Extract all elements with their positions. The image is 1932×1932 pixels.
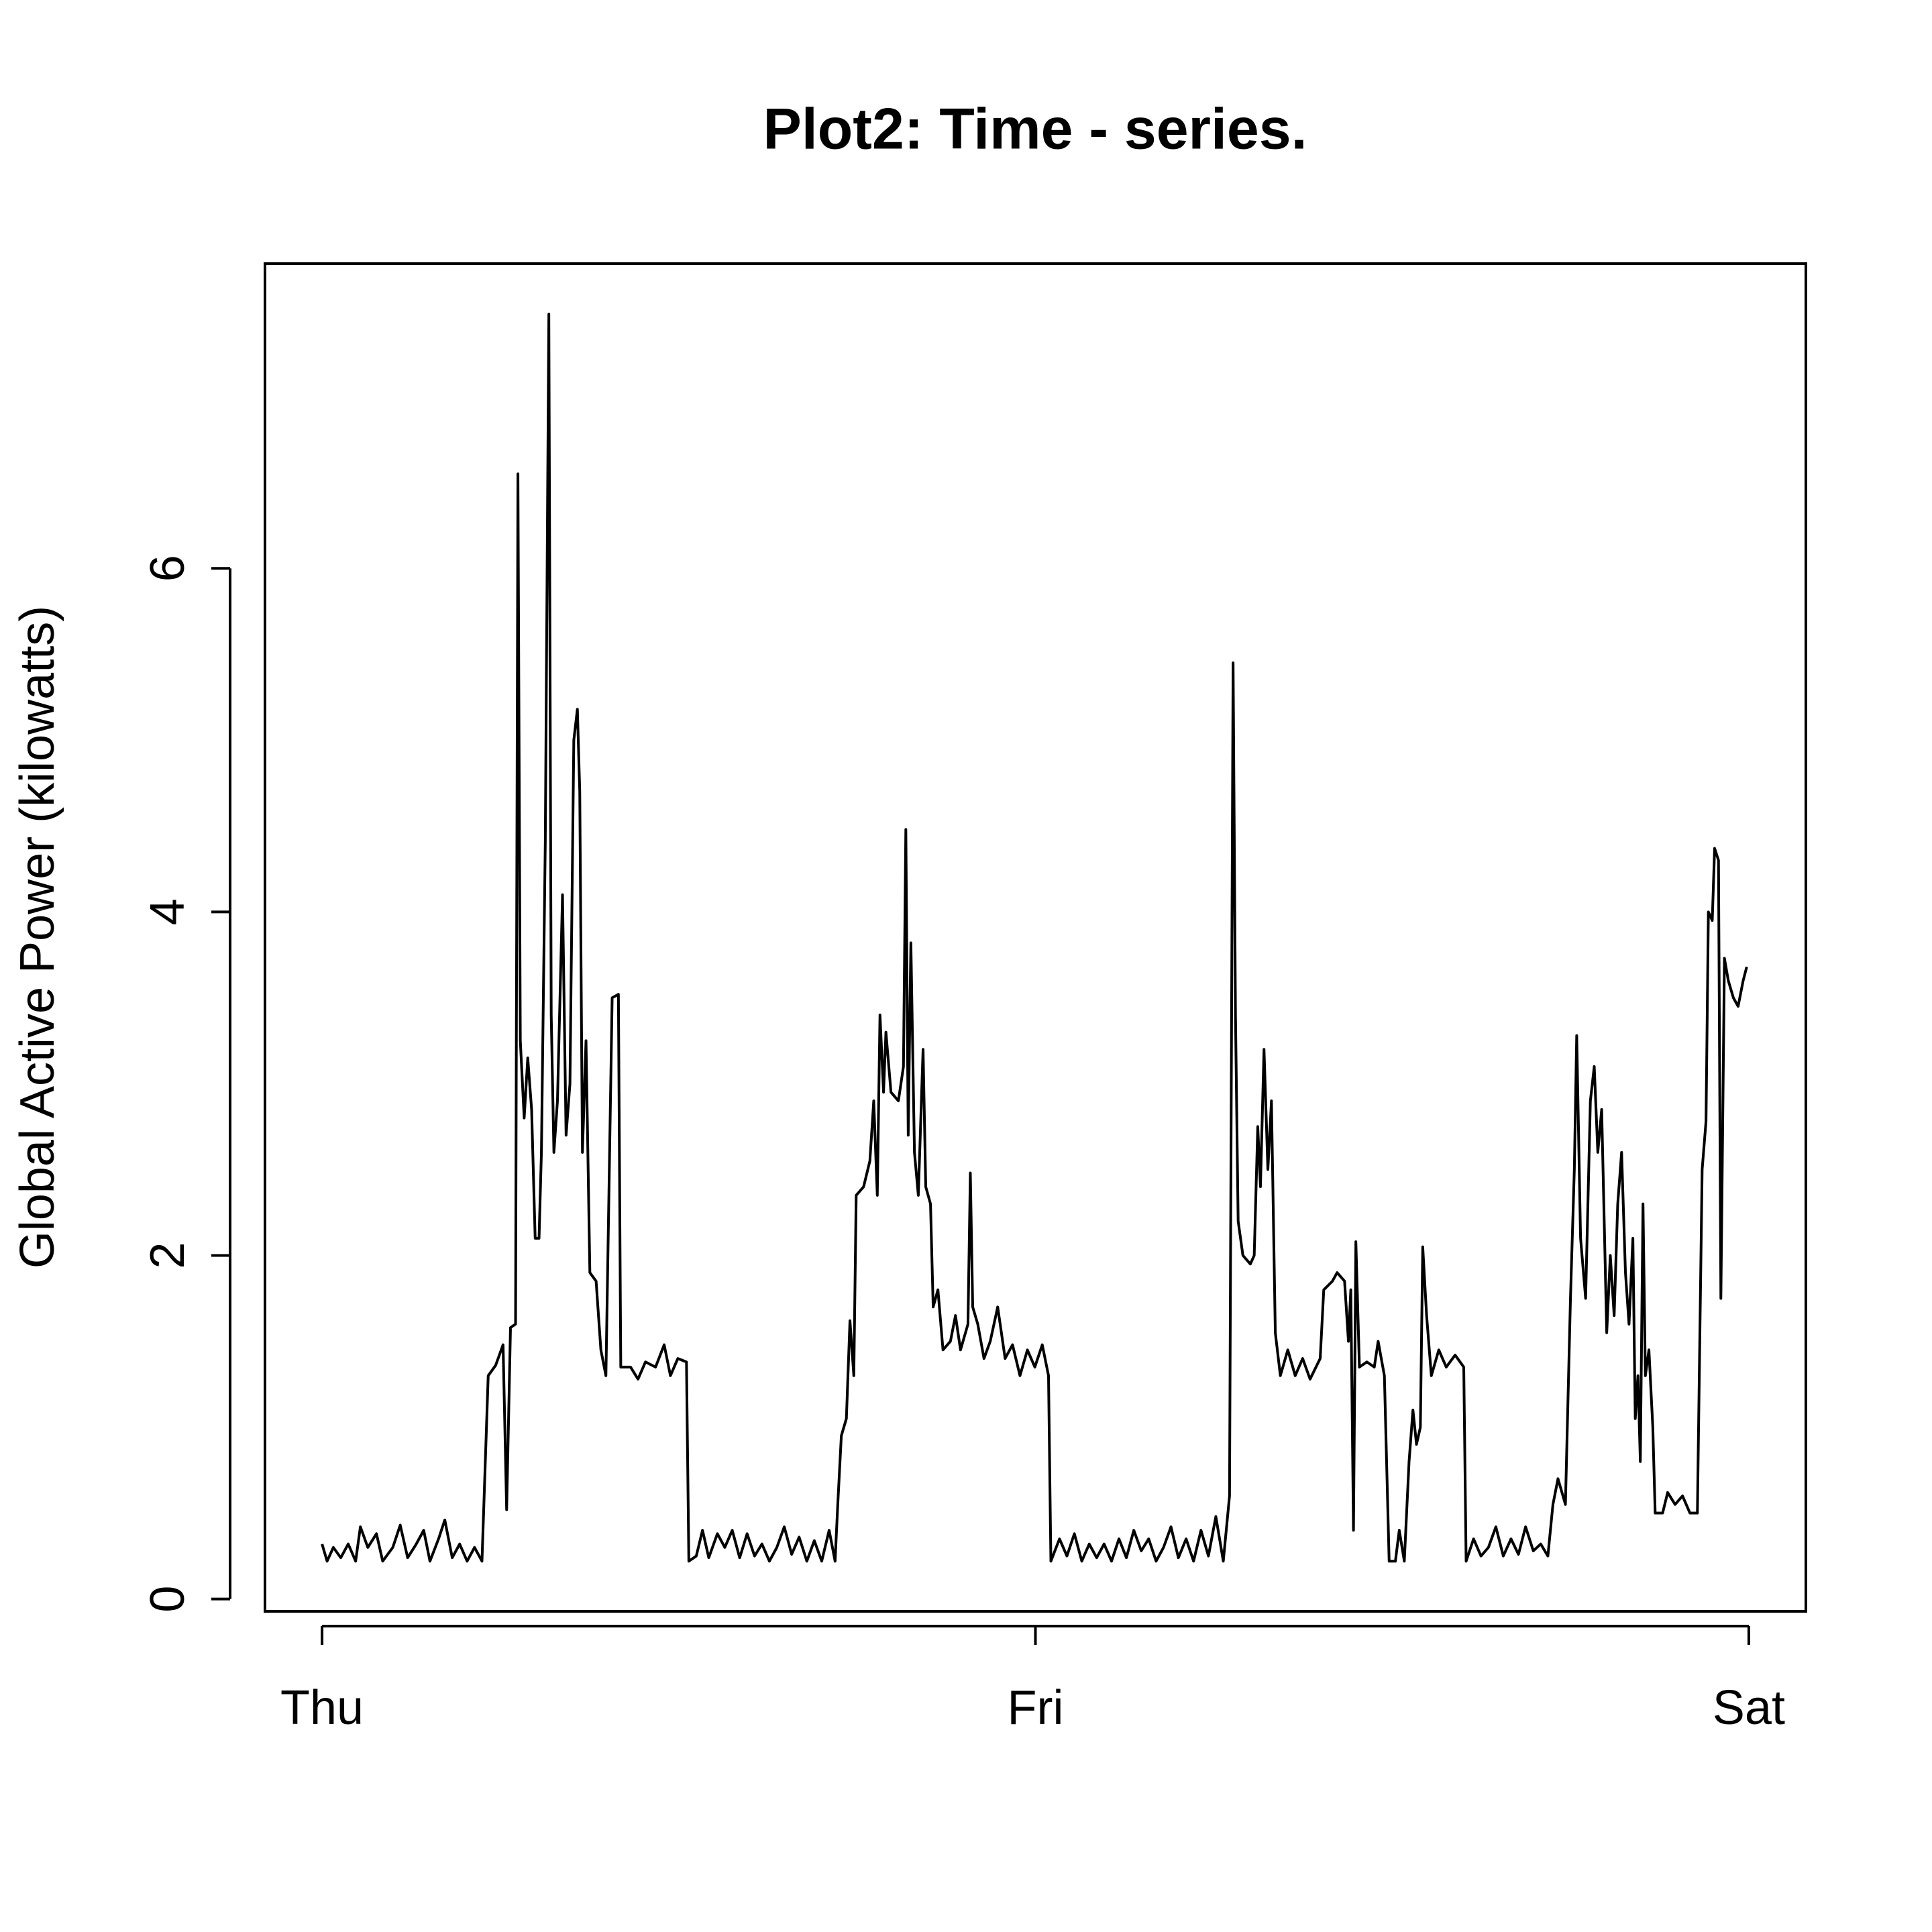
y-tick-label: 4 [141, 898, 195, 925]
plot-box [264, 262, 1807, 1613]
x-tick-label: Thu [280, 1681, 364, 1735]
y-tick-label: 0 [141, 1586, 195, 1613]
y-axis-label: Global Active Power (kilowatts) [11, 606, 64, 1269]
x-tick-label: Fri [1008, 1681, 1064, 1735]
y-tick-label: 2 [141, 1242, 195, 1269]
x-tick-label: Sat [1713, 1681, 1785, 1735]
chart-title: Plot2: Time - series. [763, 97, 1307, 162]
data-line [321, 313, 1748, 1563]
y-tick-label: 6 [141, 555, 195, 582]
